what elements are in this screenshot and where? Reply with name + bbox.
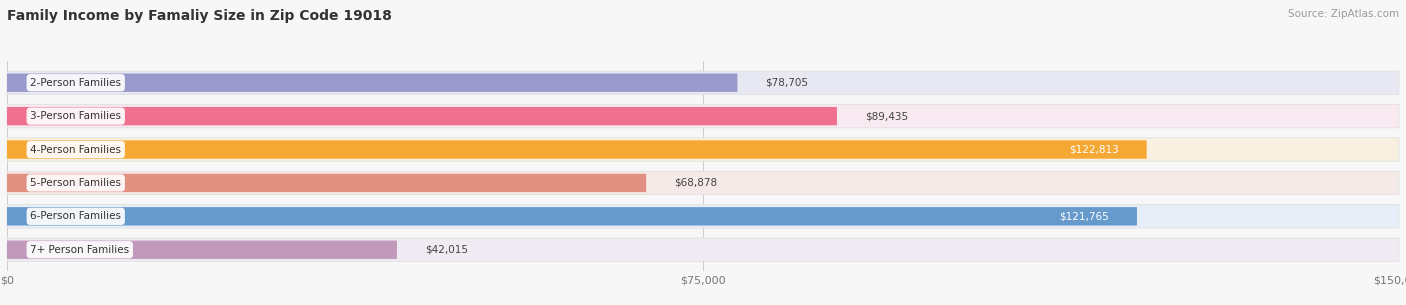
FancyBboxPatch shape — [7, 241, 396, 259]
Text: $68,878: $68,878 — [673, 178, 717, 188]
Text: 6-Person Families: 6-Person Families — [31, 211, 121, 221]
Text: 2-Person Families: 2-Person Families — [31, 78, 121, 88]
FancyBboxPatch shape — [7, 107, 837, 125]
FancyBboxPatch shape — [7, 174, 647, 192]
FancyBboxPatch shape — [7, 140, 1147, 159]
FancyBboxPatch shape — [7, 171, 1399, 195]
Text: 4-Person Families: 4-Person Families — [31, 145, 121, 155]
FancyBboxPatch shape — [7, 138, 1399, 161]
Text: $122,813: $122,813 — [1069, 145, 1119, 155]
Text: 3-Person Families: 3-Person Families — [31, 111, 121, 121]
Text: $121,765: $121,765 — [1059, 211, 1109, 221]
Text: Family Income by Famaliy Size in Zip Code 19018: Family Income by Famaliy Size in Zip Cod… — [7, 9, 392, 23]
FancyBboxPatch shape — [7, 104, 1399, 128]
Text: $89,435: $89,435 — [865, 111, 908, 121]
FancyBboxPatch shape — [7, 71, 1399, 95]
Text: 5-Person Families: 5-Person Families — [31, 178, 121, 188]
FancyBboxPatch shape — [7, 205, 1399, 228]
Text: $78,705: $78,705 — [765, 78, 808, 88]
FancyBboxPatch shape — [7, 207, 1137, 225]
FancyBboxPatch shape — [7, 238, 1399, 261]
Text: 7+ Person Families: 7+ Person Families — [31, 245, 129, 255]
Text: Source: ZipAtlas.com: Source: ZipAtlas.com — [1288, 9, 1399, 19]
FancyBboxPatch shape — [7, 74, 737, 92]
Text: $42,015: $42,015 — [425, 245, 468, 255]
